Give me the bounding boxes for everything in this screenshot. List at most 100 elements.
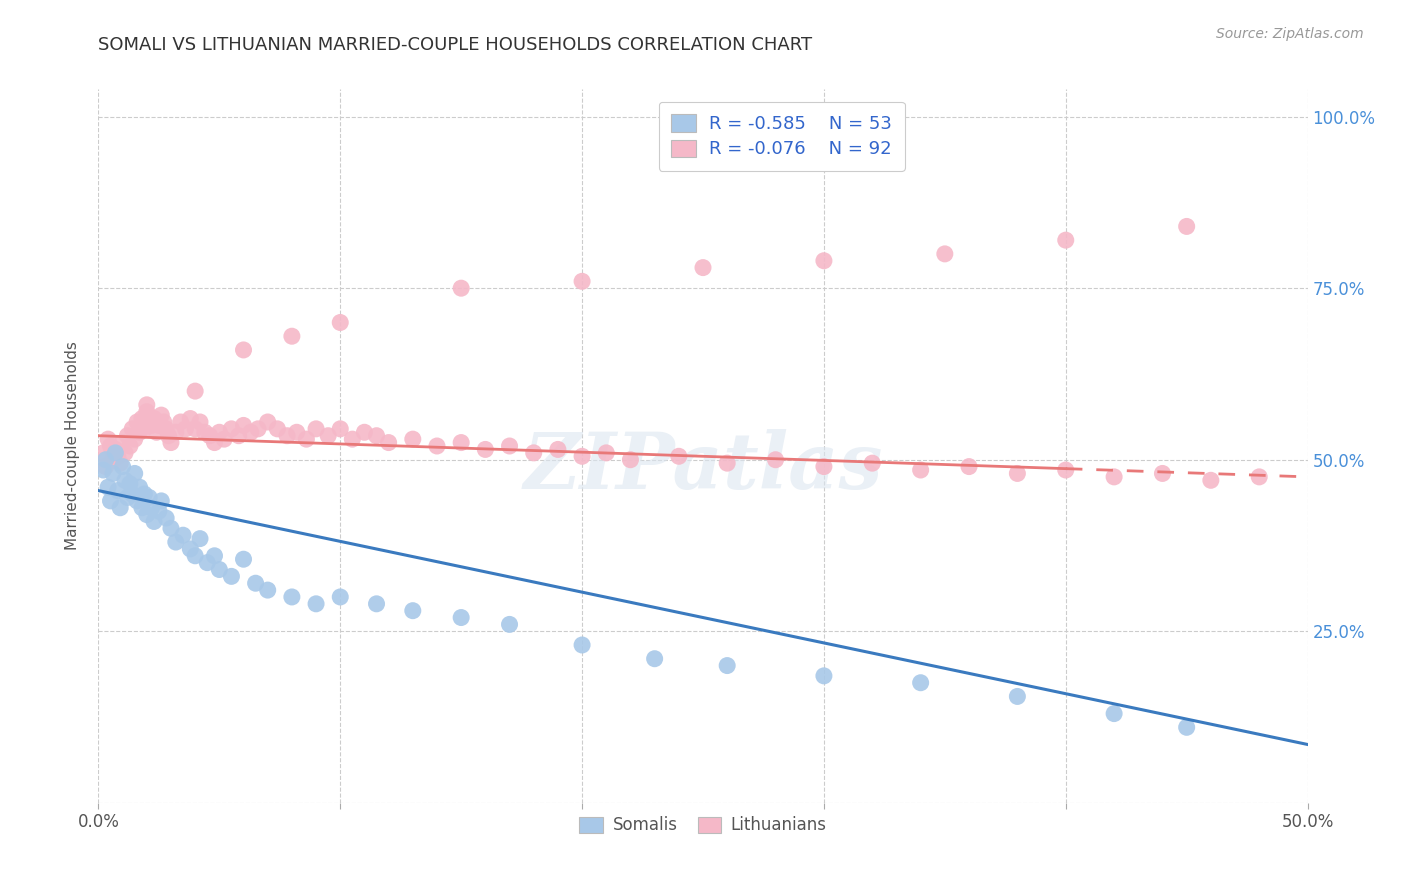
Point (157, 428, 180, 442)
Point (174, 422, 197, 436)
Point (426, 439, 449, 453)
Point (498, 617, 520, 632)
Point (1152, 467, 1174, 481)
Point (523, 446, 546, 460)
Point (128, 480, 150, 494)
Point (107, 483, 129, 498)
Point (910, 463, 932, 477)
Point (165, 425, 187, 440)
Point (1102, 470, 1125, 484)
Point (813, 459, 835, 474)
Point (148, 504, 170, 518)
Point (155, 422, 177, 436)
Point (353, 425, 375, 440)
Point (150, 494, 173, 508)
Point (305, 597, 328, 611)
Point (94, 452, 117, 467)
Point (765, 452, 787, 467)
Legend: Somalis, Lithuanians: Somalis, Lithuanians (572, 810, 834, 841)
Point (329, 422, 352, 436)
Point (135, 398, 157, 412)
Point (172, 528, 194, 542)
Point (329, 316, 352, 330)
Point (195, 556, 218, 570)
Point (131, 411, 153, 425)
Point (1175, 219, 1198, 234)
Point (1199, 473, 1222, 487)
Point (450, 281, 472, 295)
Point (498, 439, 520, 453)
Point (208, 425, 231, 440)
Point (143, 411, 166, 425)
Point (134, 487, 156, 501)
Point (94, 459, 117, 474)
Point (281, 590, 304, 604)
Point (366, 428, 388, 442)
Point (155, 511, 177, 525)
Point (571, 274, 593, 288)
Point (668, 450, 690, 464)
Point (208, 562, 231, 576)
Point (547, 442, 569, 457)
Point (285, 425, 308, 440)
Point (104, 442, 127, 457)
Point (295, 432, 318, 446)
Point (114, 446, 136, 460)
Point (198, 428, 221, 442)
Point (108, 456, 131, 470)
Point (1175, 720, 1198, 734)
Point (100, 494, 122, 508)
Text: Source: ZipAtlas.com: Source: ZipAtlas.com (1216, 27, 1364, 41)
Point (188, 532, 211, 546)
Point (108, 500, 131, 515)
Point (148, 418, 170, 433)
Point (571, 638, 593, 652)
Point (111, 435, 134, 450)
Point (118, 476, 141, 491)
Point (131, 500, 153, 515)
Point (402, 604, 425, 618)
Point (860, 456, 883, 470)
Y-axis label: Married-couple Households: Married-couple Households (65, 342, 80, 550)
Point (256, 583, 278, 598)
Point (571, 450, 593, 464)
Point (152, 415, 174, 429)
Point (91, 463, 114, 477)
Point (138, 491, 160, 505)
Point (184, 549, 207, 563)
Point (160, 521, 183, 535)
Text: ZIPatlas: ZIPatlas (523, 429, 883, 506)
Point (716, 456, 738, 470)
Point (107, 450, 129, 464)
Text: SOMALI VS LITHUANIAN MARRIED-COUPLE HOUSEHOLDS CORRELATION CHART: SOMALI VS LITHUANIAN MARRIED-COUPLE HOUS… (98, 36, 813, 54)
Point (474, 442, 496, 457)
Point (111, 459, 134, 474)
Point (228, 428, 250, 442)
Point (101, 452, 124, 467)
Point (143, 515, 166, 529)
Point (212, 432, 235, 446)
Point (329, 590, 352, 604)
Point (124, 467, 146, 481)
Point (1102, 706, 1125, 721)
Point (644, 651, 666, 665)
Point (104, 446, 127, 460)
Point (377, 435, 399, 450)
Point (128, 425, 150, 440)
Point (910, 675, 932, 690)
Point (121, 422, 143, 436)
Point (127, 494, 149, 508)
Point (239, 425, 262, 440)
Point (114, 473, 136, 487)
Point (141, 418, 163, 433)
Point (150, 408, 173, 422)
Point (97, 432, 120, 446)
Point (127, 415, 149, 429)
Point (204, 435, 226, 450)
Point (165, 535, 187, 549)
Point (342, 432, 364, 446)
Point (188, 415, 211, 429)
Point (232, 552, 254, 566)
Point (135, 508, 157, 522)
Point (934, 247, 956, 261)
